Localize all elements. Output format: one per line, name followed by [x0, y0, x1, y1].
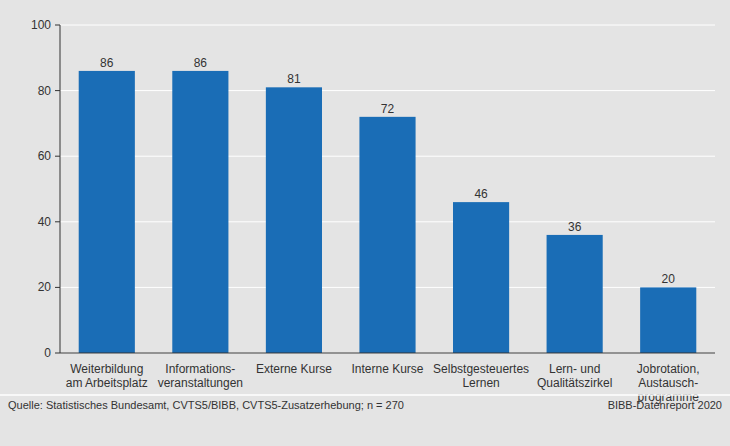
x-tick-label: Lern- undQualitätszirkel	[537, 362, 612, 390]
chart-container: 0 20 40 60 80 100 86 86 81 72 46 36 20 Weiterbildunga…	[0, 0, 730, 446]
y-tick	[55, 221, 60, 222]
y-tick	[55, 156, 60, 157]
y-tick	[55, 25, 60, 26]
x-tick-label: Interne Kurse	[351, 362, 423, 376]
x-tick-label: Jobrotation,Austausch-programme	[637, 362, 700, 404]
data-label: 20	[662, 272, 676, 286]
data-label: 72	[381, 102, 395, 116]
data-label: 46	[474, 187, 488, 201]
bar	[266, 87, 322, 353]
bar	[640, 287, 696, 353]
y-tick	[55, 90, 60, 91]
bars	[79, 71, 697, 353]
grid-line	[60, 90, 715, 91]
x-axis	[60, 353, 715, 354]
y-tick-label: 20	[38, 280, 52, 294]
grid-line	[60, 25, 715, 26]
bar	[547, 235, 603, 353]
bar	[453, 202, 509, 353]
separator	[0, 394, 730, 396]
y-tick-label: 100	[31, 18, 51, 32]
y-tick	[55, 353, 60, 354]
data-label: 86	[100, 56, 114, 70]
y-axis	[60, 25, 61, 353]
bar	[79, 71, 135, 353]
chart-svg: 0 20 40 60 80 100 86 86 81 72 46 36 20 Weiterbildunga…	[0, 0, 730, 446]
y-tick-label: 40	[38, 215, 52, 229]
y-tick-label: 60	[38, 149, 52, 163]
y-tick-label: 0	[44, 346, 51, 360]
grid-line	[60, 353, 715, 354]
data-label: 81	[287, 72, 301, 86]
x-tick-label: Weiterbildungam Arbeitsplatz	[66, 362, 148, 390]
data-label: 36	[568, 220, 582, 234]
x-tick-label: Externe Kurse	[256, 362, 332, 376]
bar	[172, 71, 228, 353]
credit-note: BIBB-Datenreport 2020	[608, 399, 722, 411]
data-label: 86	[194, 56, 208, 70]
y-tick	[55, 287, 60, 288]
y-tick-label: 80	[38, 84, 52, 98]
x-tick-label: SelbstgesteuertesLernen	[433, 362, 529, 390]
source-note: Quelle: Statistisches Bundesamt, CVTS5/B…	[8, 399, 404, 411]
background	[0, 0, 730, 446]
x-tick-label: Informations-veranstaltungen	[158, 362, 243, 390]
bar	[359, 117, 415, 353]
